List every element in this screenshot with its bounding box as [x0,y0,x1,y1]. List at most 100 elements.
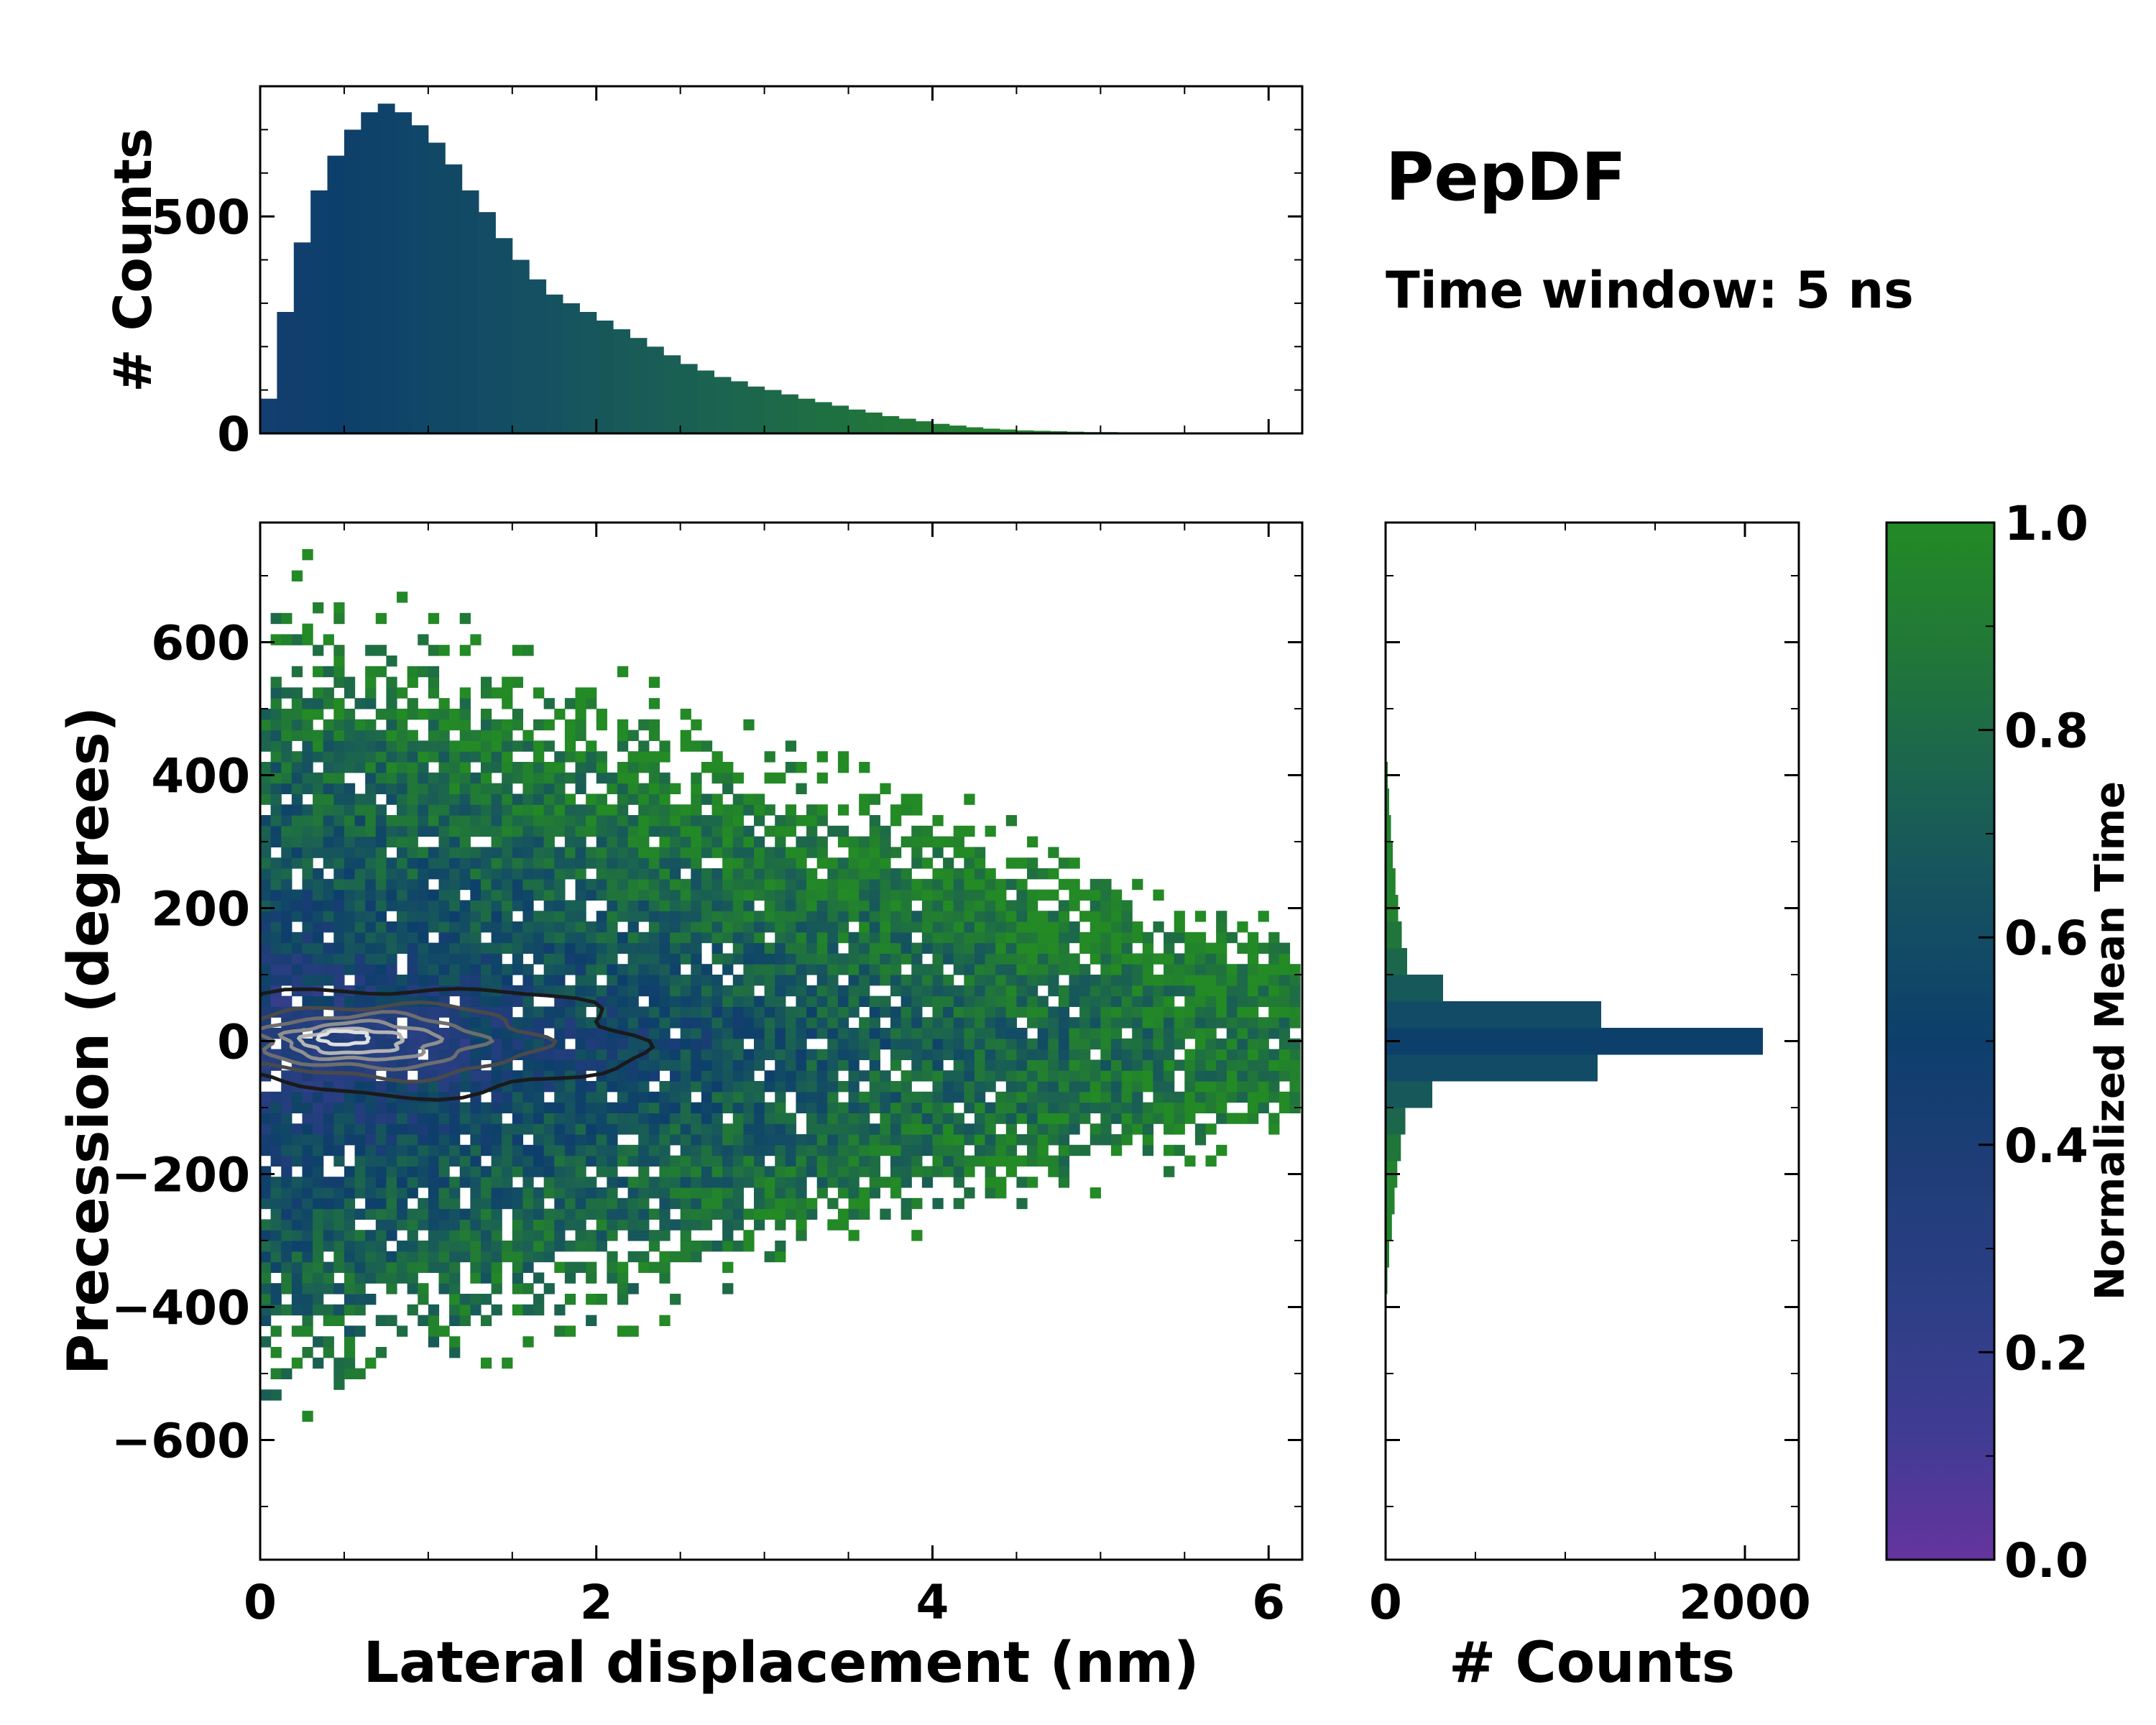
heatmap-cell [890,1102,902,1113]
heatmap-cell [575,1049,586,1060]
heatmap-cell [1110,995,1123,1007]
heatmap-cell [1027,868,1038,880]
heatmap-cell [932,1091,944,1103]
heatmap-cell [837,1219,849,1230]
heatmap-cell [1247,953,1259,965]
heatmap-cell [344,847,356,858]
heatmap-cell [1132,953,1143,965]
heatmap-cell [543,964,555,975]
heatmap-cell [1194,985,1207,997]
heatmap-cell [449,868,461,880]
top-histogram-bar [730,381,748,433]
heatmap-cell [554,1166,566,1177]
heatmap-cell [397,815,408,827]
heatmap-cell [806,868,818,880]
heatmap-cell [775,1166,786,1177]
heatmap-cell [1027,1134,1038,1146]
heatmap-cell [418,740,429,752]
heatmap-cell [711,1070,723,1082]
heatmap-cell [291,1197,303,1210]
heatmap-cell [796,921,807,933]
heatmap-cell [943,1049,954,1060]
heatmap-cell [638,1208,650,1220]
heatmap-cell [375,868,387,880]
heatmap-cell [859,953,870,965]
heatmap-cell [1110,1059,1123,1071]
heatmap-cell [596,878,607,891]
heatmap-cell [680,1177,691,1188]
heatmap-cell [344,804,356,816]
heatmap-cell [512,1144,524,1156]
heatmap-cell [900,889,912,901]
heatmap-cell [785,1166,797,1177]
heatmap-cell [344,1230,356,1241]
heatmap-cell [522,794,534,805]
heatmap-cell [281,847,292,858]
heatmap-cell [943,889,954,901]
heatmap-cell [1027,921,1038,933]
heatmap-cell [796,985,807,997]
heatmap-cell [586,1102,597,1113]
heatmap-cell [554,857,566,869]
heatmap-cell [775,1197,786,1210]
heatmap-cell [438,964,450,975]
heatmap-cell [648,878,660,891]
heatmap-cell [638,1059,650,1071]
heatmap-cell [985,1081,996,1092]
heatmap-cell [397,719,408,731]
heatmap-cell [543,1208,555,1220]
heatmap-cell [880,964,891,975]
heatmap-cell [953,1197,964,1210]
heatmap-cell [586,921,597,933]
heatmap-cell [480,1357,492,1369]
heatmap-cell [890,1038,902,1050]
heatmap-cell [722,815,734,827]
heatmap-cell [806,1144,818,1156]
heatmap-cell [459,953,471,965]
heatmap-cell [964,964,975,975]
heatmap-cell [848,942,860,954]
heatmap-cell [365,1208,377,1220]
heatmap-cell [659,1315,671,1326]
heatmap-cell [711,1028,723,1039]
heatmap-cell [281,900,292,911]
heatmap-cell [680,1166,691,1177]
heatmap-cell [921,964,934,975]
heatmap-cell [659,1261,671,1273]
heatmap-cell [627,847,639,858]
heatmap-cell [407,794,418,805]
heatmap-cell [869,836,880,847]
heatmap-cell [522,1251,534,1263]
heatmap-cell [995,932,1007,944]
heatmap-cell [1121,900,1133,911]
heatmap-cell [480,740,492,752]
heatmap-cell [564,1208,576,1220]
heatmap-cell [470,964,482,975]
heatmap-cell [291,709,303,720]
heatmap-cell [575,878,586,891]
heatmap-cell [732,1049,744,1060]
heatmap-cell [659,878,671,891]
heatmap-cell [313,740,324,752]
heatmap-cell [586,815,597,827]
heatmap-cell [722,878,734,891]
heatmap-cell [659,1006,671,1018]
heatmap-cell [418,762,429,773]
heatmap-cell [344,1166,356,1177]
heatmap-cell [470,868,482,880]
heatmap-cell [480,1166,492,1177]
heatmap-cell [480,1219,492,1230]
heatmap-cell [512,1038,524,1050]
heatmap-cell [270,1389,282,1401]
heatmap-cell [1132,1028,1143,1039]
heatmap-cell [775,964,786,975]
heatmap-cell [985,953,996,965]
heatmap-cell [313,645,324,656]
heatmap-cell [407,1155,418,1167]
heatmap-cell [480,1315,492,1326]
main-xlabel: Lateral displacement (nm) [363,1631,1199,1696]
heatmap-cell [1005,1102,1018,1113]
heatmap-cell [1226,1028,1238,1039]
heatmap-cell [418,1219,429,1230]
heatmap-cell [921,985,934,997]
